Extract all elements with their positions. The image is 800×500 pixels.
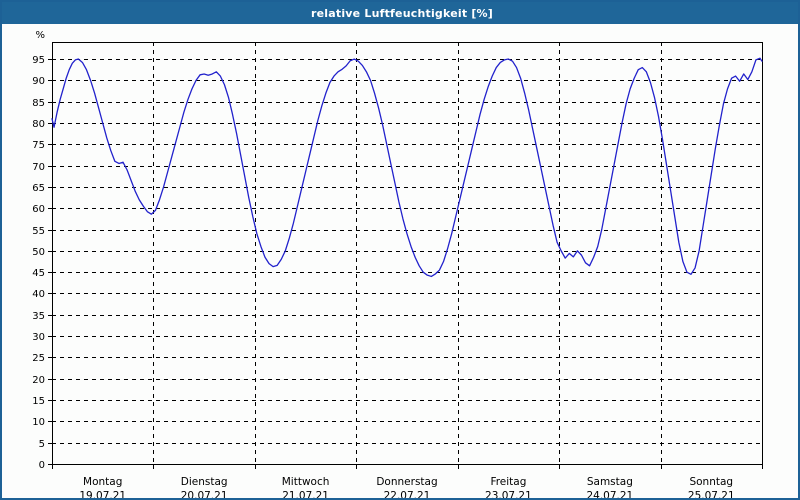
x-axis-date-label: 23.07.21 <box>485 490 532 500</box>
y-axis-tick-label: 25 <box>32 353 45 364</box>
y-axis-tick-label: 80 <box>32 119 45 130</box>
y-axis-tick-label: 70 <box>32 162 45 173</box>
y-axis-tick-label: 75 <box>32 140 45 151</box>
x-axis-date-label: 22.07.21 <box>384 490 431 500</box>
vertical-gridlines <box>153 42 662 464</box>
humidity-series-line <box>51 57 763 278</box>
plot-frame <box>51 41 764 466</box>
y-axis-tick-label: 5 <box>39 439 45 450</box>
y-axis-tick-label: 0 <box>39 460 45 471</box>
x-axis-date-label: 24.07.21 <box>586 490 633 500</box>
x-axis-labels: Montag 19.07.21 Dienstag 20.07.21 Mittwoch 21… <box>79 476 735 500</box>
y-axis-tick-label: 65 <box>32 183 45 194</box>
y-axis-labels: 0 5 10 15 20 25 30 35 40 45 50 55 60 65 70 75 80 85 90 95 <box>32 55 45 471</box>
x-axis-day-label: Donnerstag <box>376 476 437 488</box>
y-axis-tick-label: 55 <box>32 226 45 237</box>
y-axis-title: % <box>35 30 45 41</box>
x-axis-day-label: Freitag <box>490 476 526 488</box>
x-axis-day-label: Montag <box>83 476 122 488</box>
y-axis-unit-label: % <box>35 30 45 41</box>
horizontal-gridlines <box>52 59 762 444</box>
y-axis-tick-label: 35 <box>32 311 45 322</box>
plot-border <box>51 41 764 466</box>
y-axis-tick-label: 95 <box>32 55 45 66</box>
y-axis-tick-label: 10 <box>32 417 45 428</box>
humidity-line-chart: 0 5 10 15 20 25 30 35 40 45 50 55 60 65 70 75 80 85 90 95 %… <box>32 30 764 500</box>
x-axis-date-label: 25.07.21 <box>688 490 735 500</box>
y-axis-tick-label: 90 <box>32 76 45 87</box>
y-axis-tick-label: 40 <box>32 289 45 300</box>
page-title: relative Luftfeuchtigkeit [%] <box>311 6 493 20</box>
window-title-bar: relative Luftfeuchtigkeit [%] <box>2 2 798 24</box>
y-axis-tick-label: 60 <box>32 204 45 215</box>
x-axis-day-label: Samstag <box>587 476 633 488</box>
y-axis-tick-label: 20 <box>32 375 45 386</box>
x-axis-date-label: 21.07.21 <box>282 490 329 500</box>
y-axis-tick-label: 50 <box>32 247 45 258</box>
y-axis-tick-label: 15 <box>32 396 45 407</box>
y-axis-tick-label: 85 <box>32 98 45 109</box>
data-series-group <box>51 57 763 278</box>
x-axis-day-label: Mittwoch <box>282 476 330 488</box>
x-axis-date-label: 20.07.21 <box>181 490 228 500</box>
y-axis-tick-label: 30 <box>32 332 45 343</box>
axis-tick-marks <box>48 59 763 469</box>
chart-canvas: 0 5 10 15 20 25 30 35 40 45 50 55 60 65 70 75 80 85 90 95 %… <box>2 24 798 500</box>
x-axis-date-label: 19.07.21 <box>79 490 126 500</box>
y-axis-tick-label: 45 <box>32 268 45 279</box>
x-axis-day-label: Sonntag <box>689 476 733 488</box>
x-axis-day-label: Dienstag <box>181 476 228 488</box>
